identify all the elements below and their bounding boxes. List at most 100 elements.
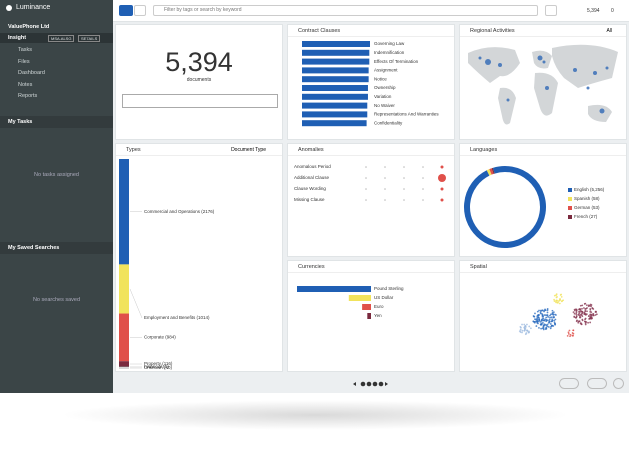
cluster-point bbox=[521, 323, 523, 326]
section-bar bbox=[0, 116, 113, 128]
tag[interactable]: MSA.ALSG bbox=[48, 35, 75, 42]
next-page[interactable] bbox=[385, 382, 388, 386]
bar bbox=[302, 102, 368, 109]
company[interactable]: ValuePhone Ltd bbox=[8, 24, 50, 30]
cluster-point bbox=[521, 331, 523, 334]
cluster-point bbox=[553, 294, 556, 297]
empty-message: No tasks assigned bbox=[34, 172, 79, 178]
segment-label: Financial (5) bbox=[144, 364, 169, 369]
cluster-point bbox=[591, 307, 594, 309]
spatial-chart bbox=[518, 293, 598, 338]
tag[interactable]: SE7AILS bbox=[78, 35, 101, 42]
cluster-point bbox=[539, 312, 542, 315]
pagination bbox=[353, 381, 388, 387]
shadow bbox=[60, 400, 570, 430]
bar-label: No Waiver bbox=[374, 103, 395, 108]
doc-count[interactable]: 5,394 bbox=[587, 8, 600, 14]
nav-item[interactable]: Reports bbox=[18, 93, 38, 99]
cluster-point bbox=[546, 311, 549, 314]
nav-item[interactable]: Files bbox=[18, 58, 30, 65]
cluster-point bbox=[548, 326, 550, 328]
cluster-point bbox=[571, 332, 574, 334]
cluster-point bbox=[546, 323, 549, 326]
view-button[interactable] bbox=[134, 5, 146, 16]
cluster-point bbox=[590, 311, 593, 314]
legend-label: Spanish (58) bbox=[574, 196, 600, 201]
prev-page[interactable] bbox=[353, 382, 356, 386]
add-widget[interactable] bbox=[559, 378, 579, 389]
segment-label: Employment and Benefits (1014) bbox=[144, 315, 210, 320]
cluster-point bbox=[553, 316, 555, 318]
cluster-point bbox=[572, 329, 575, 332]
panel-title: Currencies bbox=[288, 261, 454, 273]
layout-button[interactable] bbox=[587, 378, 607, 389]
bar-label: Yen bbox=[374, 313, 382, 318]
flag-count[interactable]: 0 bbox=[611, 8, 614, 14]
panel-title: Types bbox=[116, 144, 282, 156]
panel-title: Regional Activities bbox=[460, 25, 626, 37]
page-dot[interactable] bbox=[372, 381, 378, 387]
cluster-point bbox=[548, 320, 551, 323]
legend-swatch bbox=[568, 215, 572, 219]
donut-segment bbox=[464, 166, 546, 248]
cluster-point bbox=[557, 301, 559, 304]
cluster-point bbox=[560, 293, 563, 296]
cluster-point bbox=[553, 300, 556, 303]
panel-title: Contract Clauses bbox=[288, 25, 454, 37]
info-button[interactable] bbox=[613, 378, 624, 389]
cluster-point bbox=[546, 309, 549, 312]
page-dot[interactable] bbox=[360, 381, 366, 387]
activity-dots bbox=[478, 55, 609, 114]
cluster-point bbox=[583, 307, 585, 309]
page-dot[interactable] bbox=[366, 381, 372, 387]
section-title: My Tasks bbox=[8, 119, 33, 125]
cluster-point bbox=[553, 319, 556, 322]
nav-item[interactable]: Tasks bbox=[18, 47, 33, 53]
cluster-point bbox=[541, 314, 544, 316]
bar bbox=[348, 295, 371, 301]
cluster-point bbox=[536, 317, 538, 320]
cluster-point bbox=[572, 334, 574, 337]
search-box[interactable] bbox=[122, 94, 278, 108]
cluster-point bbox=[542, 324, 545, 327]
cluster-point bbox=[578, 312, 581, 315]
nav-item[interactable]: Dashboard bbox=[18, 70, 45, 76]
workspace[interactable]: Insight bbox=[8, 35, 27, 41]
types-panel: Types Document Type Commercial and Opera… bbox=[115, 143, 283, 372]
cluster-point bbox=[553, 321, 556, 324]
bar bbox=[302, 120, 367, 127]
refresh-button[interactable] bbox=[545, 5, 557, 16]
bar-label: Indemnification bbox=[374, 50, 405, 55]
cluster-point bbox=[575, 317, 577, 319]
anomaly-dot bbox=[440, 198, 444, 202]
anomaly-dot bbox=[365, 199, 367, 201]
anomaly-dot bbox=[403, 199, 405, 201]
cluster-point bbox=[529, 327, 532, 330]
currencies-panel: Currencies Pound Sterling US Dollar Euro Ye… bbox=[287, 260, 455, 372]
cluster-point bbox=[542, 321, 544, 324]
view-button[interactable] bbox=[119, 5, 133, 16]
anomalies-chart: Anomalous Period Additional Clause Clause … bbox=[294, 164, 446, 202]
cluster-point bbox=[549, 323, 552, 325]
bar-label: Representations And Warranties bbox=[374, 112, 439, 117]
nav-item[interactable]: Notes bbox=[18, 81, 33, 88]
cluster-point bbox=[528, 325, 531, 328]
cluster-point bbox=[580, 313, 583, 316]
cluster-point bbox=[567, 331, 570, 334]
anomalies-panel: Anomalies Anomalous Period Additional Cla… bbox=[287, 143, 455, 257]
cluster-point bbox=[589, 307, 592, 310]
languages-chart: English (5,256) Spanish (58) German (53) Fr… bbox=[464, 166, 605, 248]
search-input[interactable]: Filter by tags or search by keyword bbox=[153, 5, 538, 16]
section-title: My Saved Searches bbox=[8, 245, 60, 251]
cluster-point bbox=[588, 317, 591, 320]
page-dot[interactable] bbox=[378, 381, 384, 387]
clauses-chart: Governing Law Indemnification Effects Of T… bbox=[302, 41, 439, 127]
filter[interactable]: Document Type bbox=[231, 147, 266, 153]
filter[interactable]: All bbox=[606, 28, 612, 34]
cluster-point bbox=[540, 309, 542, 312]
cluster-point bbox=[553, 298, 555, 301]
section-bar bbox=[0, 242, 113, 254]
cluster-point bbox=[524, 324, 527, 327]
cluster-point bbox=[589, 313, 591, 316]
